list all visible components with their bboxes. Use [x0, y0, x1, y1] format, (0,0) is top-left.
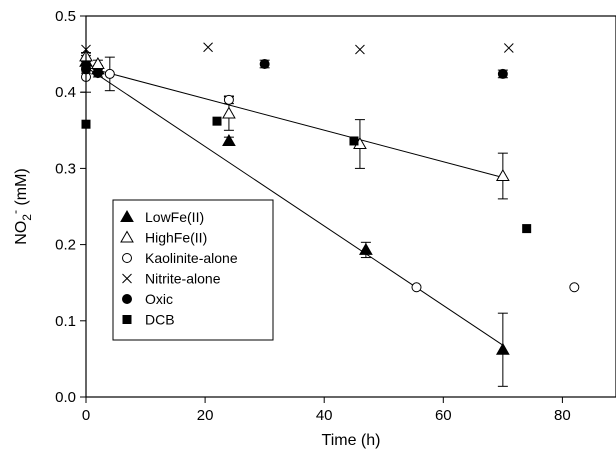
data-point	[497, 68, 508, 79]
y-axis-title-sup: -	[8, 210, 22, 214]
y-axis-title-main: NO	[13, 221, 30, 245]
data-point	[522, 224, 532, 234]
legend-label: LowFe(II)	[145, 209, 204, 225]
legend-label: Kaolinite-alone	[145, 250, 238, 266]
data-point	[495, 342, 510, 355]
legend-marker	[122, 294, 132, 304]
data-point	[222, 133, 236, 146]
x-tick-label: 40	[316, 407, 333, 424]
legend-item: Oxic	[122, 291, 173, 307]
y-tick-label: 0.3	[55, 160, 76, 177]
y-tick-label: 0.4	[55, 84, 76, 101]
legend-item: LowFe(II)	[120, 209, 204, 225]
y-tick-label: 0.0	[55, 389, 76, 406]
data-point	[92, 68, 103, 79]
legend-item: Nitrite-alone	[122, 271, 221, 287]
x-axis-title: Time (h)	[322, 432, 381, 449]
data-point	[222, 106, 236, 119]
legend-marker	[122, 253, 132, 263]
legend-item: Kaolinite-alone	[122, 250, 238, 266]
data-point	[503, 43, 514, 53]
data-point	[212, 116, 222, 126]
plot-frame	[85, 15, 616, 398]
fit-lines	[85, 66, 504, 346]
data-point	[104, 68, 115, 79]
data-point	[223, 94, 234, 105]
legend-box	[112, 199, 274, 341]
data-point	[569, 282, 580, 293]
fit-line	[85, 66, 504, 346]
legend-item: HighFe(II)	[120, 230, 207, 246]
legend-marker	[122, 315, 132, 324]
data-point	[91, 56, 105, 70]
fit-line	[85, 66, 503, 179]
legend-label: HighFe(II)	[145, 230, 207, 246]
x-tick-label: 0	[82, 407, 90, 424]
data-point	[359, 242, 373, 255]
data-point	[355, 44, 365, 55]
y-axis-title: NO2- (mM)	[8, 168, 34, 244]
legend-label: Nitrite-alone	[145, 271, 221, 287]
legend-label: DCB	[145, 312, 175, 328]
data-points	[79, 42, 580, 355]
y-tick-label: 0.2	[55, 237, 76, 254]
legend-marker	[120, 230, 134, 243]
data-point	[349, 136, 359, 146]
legend-marker	[120, 209, 134, 222]
data-point	[203, 42, 213, 53]
y-axis-title-sub: 2	[20, 214, 34, 221]
x-tick-label: 20	[197, 407, 214, 424]
data-point	[495, 169, 510, 182]
y-tick-label: 0.1	[55, 313, 76, 330]
legend-item: DCB	[122, 312, 175, 328]
legend-label: Oxic	[145, 291, 173, 307]
legend-marker	[122, 273, 132, 284]
data-point	[259, 59, 270, 70]
y-tick-label: 0.5	[55, 8, 76, 25]
legend: LowFe(II) HighFe(II) Kaolinite-alone Nitrit…	[112, 199, 274, 341]
x-tick-label: 80	[554, 407, 571, 424]
y-axis-title-unit: (mM)	[13, 168, 30, 210]
x-tick-label: 60	[435, 407, 452, 424]
data-point	[411, 282, 422, 293]
